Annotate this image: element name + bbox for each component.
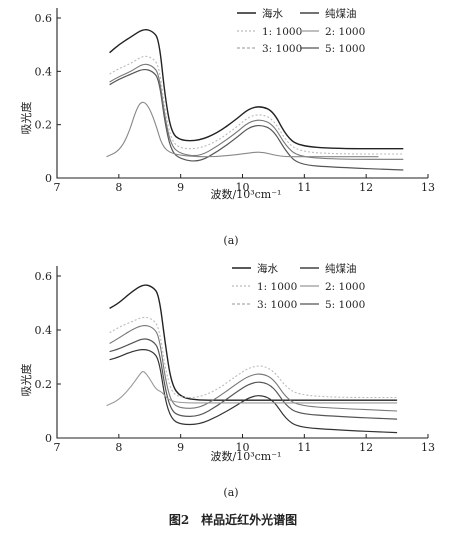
panel-a-x-tick-label-5: 12 (359, 181, 373, 194)
panel-b-axis-frame (56, 266, 428, 439)
panel-a-x-axis-title: 波数/10³cm⁻¹ (211, 188, 282, 201)
panel-b-x-tick-label-6: 13 (421, 441, 435, 454)
panel-b-x-tick-label-3: 10 (236, 441, 250, 454)
panel-a-label: (a) (223, 234, 238, 247)
panel-b-legend-label-1: 纯煤油 (325, 262, 357, 275)
panel-b-legend-label-0: 海水 (257, 262, 278, 275)
panel-b-chart: 7 8 9 10 11 12 13 0 0.2 0.4 0.6 吸光度 波数/10³cm⁻¹ 海水 … (19, 262, 435, 499)
panel-b-legend-label-4: 3: 1000 (257, 299, 297, 311)
panel-a-x-tick-label-0: 7 (54, 181, 61, 194)
panel-a-series-line-2 (109, 63, 404, 160)
panel-b-y-tick-label-2: 0.4 (35, 324, 53, 337)
panel-b-x-tick-label-0: 7 (54, 441, 61, 454)
figure-caption: 图2 样品近红外光谱图 (169, 512, 297, 527)
panel-b-x-tick-label-4: 11 (297, 441, 311, 454)
panel-a-x-tick-label-4: 11 (297, 181, 311, 194)
panel-b-series-group (106, 284, 398, 434)
panel-b-series-line-5 (106, 371, 398, 407)
panel-a-legend-label-1: 纯煤油 (325, 7, 357, 20)
panel-a-legend-label-2: 1: 1000 (262, 26, 302, 38)
panel-a-y-tick-label-1: 0.2 (35, 119, 53, 132)
panel-a-x-tick-label-2: 9 (177, 181, 184, 194)
panel-b-legend-label-5: 5: 1000 (325, 299, 365, 311)
panel-b-series-line-2 (109, 324, 398, 412)
panel-a-chart: 7 8 9 10 11 12 13 0 0.2 0.4 0.6 吸光度 波数/10³cm⁻¹ 海水 … (19, 7, 435, 247)
panel-a-y-axis-title: 吸光度 (19, 102, 33, 135)
panel-b-legend-label-2: 1: 1000 (257, 281, 297, 293)
panel-a-legend-label-0: 海水 (262, 7, 283, 20)
panel-a-axis-frame (56, 8, 428, 179)
panel-b-x-tick-label-5: 12 (359, 441, 373, 454)
panel-a-series-line-3 (109, 55, 404, 155)
panel-b-x-tick-label-1: 8 (115, 441, 122, 454)
panel-a-x-tick-label-6: 13 (421, 181, 435, 194)
panel-a-x-tick-label-1: 8 (115, 181, 122, 194)
panel-b-y-axis-title: 吸光度 (19, 364, 33, 397)
panel-a-series-group (106, 28, 404, 171)
panel-b-series-line-0 (109, 284, 398, 401)
panel-b-series-line-1 (109, 316, 398, 399)
panel-a-ticks: 7 8 9 10 11 12 13 0 0.2 0.4 0.6 (35, 12, 436, 194)
panel-b-series-line-3 (109, 338, 398, 420)
panel-a-series-line-4 (106, 101, 379, 158)
panel-a-y-tick-label-3: 0.6 (35, 12, 53, 25)
panel-a-y-tick-label-2: 0.4 (35, 65, 53, 78)
panel-a-legend-label-4: 3: 1000 (262, 43, 302, 55)
panel-b-legend: 海水 纯煤油 1: 1000 2: 1000 3: 1000 5: 1000 (232, 262, 365, 311)
panel-b-y-tick-label-1: 0.2 (35, 378, 53, 391)
panel-a-y-tick-label-0: 0 (45, 172, 52, 185)
panel-b-x-tick-label-2: 9 (177, 441, 184, 454)
panel-b-ticks: 7 8 9 10 11 12 13 0 0.2 0.4 0.6 (35, 270, 436, 454)
panel-b-x-axis-title: 波数/10³cm⁻¹ (211, 450, 282, 463)
panel-b-label: (a) (223, 486, 238, 499)
panel-a-series-line-1 (109, 68, 404, 171)
panel-a-legend: 海水 纯煤油 1: 1000 2: 1000 3: 1000 5: 1000 (237, 7, 365, 55)
panel-a-legend-label-3: 2: 1000 (325, 26, 365, 38)
panel-b-series-line-4 (109, 349, 398, 434)
panel-a-series-line-0 (109, 28, 404, 150)
panel-b-y-tick-label-0: 0 (45, 432, 52, 445)
panel-b-y-tick-label-3: 0.6 (35, 270, 53, 283)
panel-b-legend-label-3: 2: 1000 (325, 281, 365, 293)
panel-a-legend-label-5: 5: 1000 (325, 43, 365, 55)
panel-a-x-tick-label-3: 10 (236, 181, 250, 194)
